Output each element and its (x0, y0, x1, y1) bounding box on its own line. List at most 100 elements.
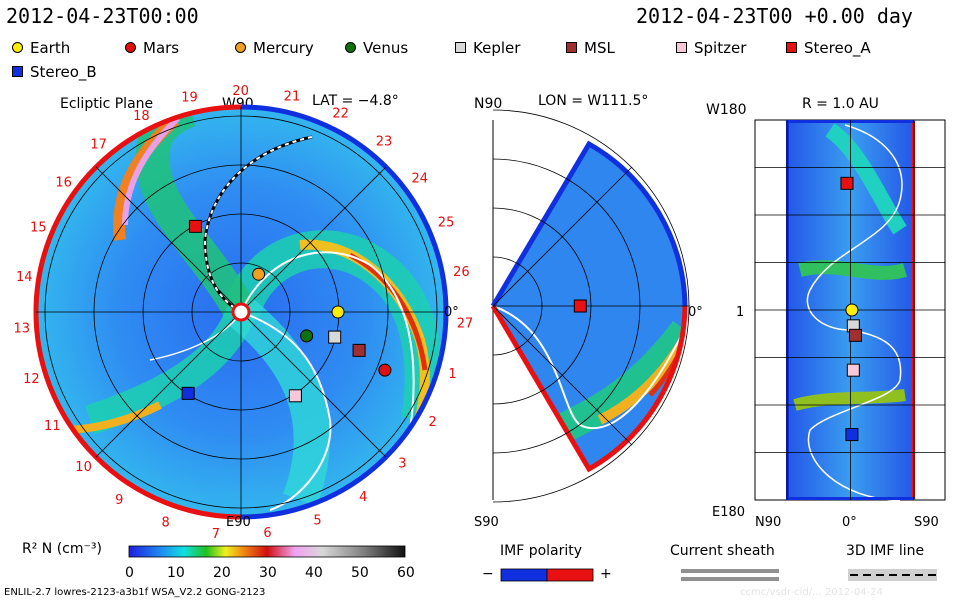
meridian-lon-label: LON = W111.5° (538, 93, 649, 109)
stereo-b-marker (845, 428, 859, 442)
meridian-right-label: 0° (688, 305, 703, 320)
meridian-axis-d1 (492, 166, 633, 307)
ecliptic-tick-24: 24 (412, 171, 429, 186)
imf-line-title: 3D IMF line (846, 543, 925, 559)
meridian-background (493, 144, 685, 469)
colorbar-tick-40: 40 (305, 565, 323, 581)
imf-minus-label: − (482, 566, 494, 582)
shell-plane: 1 E180 N90 0° S90 (712, 119, 946, 530)
ecliptic-tick-2: 2 (429, 415, 437, 430)
ecliptic-tick-17: 17 (90, 138, 107, 153)
sheath-line-1 (681, 569, 779, 573)
header-right-time: 2012-04-23T00 +0.00 day (636, 4, 913, 28)
ecliptic-tick-18: 18 (133, 109, 150, 124)
shell-stream-2 (798, 260, 907, 280)
sheath-line-2 (681, 577, 779, 581)
colorbar-ticks: 0 10 20 30 40 50 60 (125, 565, 415, 581)
colorbar-tick-50: 50 (351, 565, 369, 581)
spiral-stream-3-core (69, 401, 162, 434)
kepler-marker-icon (455, 42, 466, 53)
ecliptic-tick-4: 4 (359, 490, 367, 505)
ecliptic-tick-6: 6 (263, 526, 271, 541)
shell-xtick-0: 0° (842, 515, 857, 530)
current-sheath-legend (681, 569, 779, 581)
kepler-marker (328, 330, 342, 344)
sector-boundary-2 (240, 311, 332, 511)
shell-e180-label: E180 (712, 505, 745, 520)
ecliptic-tick-19: 19 (181, 91, 198, 106)
ecliptic-tick-9: 9 (115, 493, 123, 508)
shell-rim-top (786, 120, 914, 123)
ecliptic-tick-12: 12 (23, 372, 40, 387)
spiral-stream-2-peak (122, 115, 181, 226)
sector-boundary-1 (240, 251, 415, 431)
imf-field-line-dash (203, 136, 313, 313)
shell-stream-3 (793, 389, 906, 411)
meridian-axis-d2 (492, 305, 633, 446)
colorbar-tick-0: 0 (125, 565, 134, 581)
ecliptic-tick-20: 20 (232, 84, 249, 99)
ecliptic-tick-7: 7 (212, 527, 220, 542)
ecliptic-objects (181, 219, 392, 403)
imf-polarity-title: IMF polarity (500, 543, 583, 559)
ecliptic-tick-21: 21 (284, 89, 301, 104)
ecliptic-lat-label: LAT = −4.8° (312, 93, 399, 109)
venus-marker-icon (345, 42, 356, 53)
ecliptic-tick-1: 1 (448, 367, 456, 382)
ecliptic-tick-16: 16 (55, 176, 72, 191)
stereo-a-marker (840, 176, 854, 190)
shell-xtick-s90: S90 (914, 515, 939, 530)
earth-marker-icon (12, 42, 23, 53)
ecliptic-tick-11: 11 (44, 419, 61, 434)
meridian-objects (573, 299, 587, 313)
venus-marker (300, 329, 314, 343)
ecliptic-tick-labels: 19 20 212223242526271234567891011121314151… (14, 84, 474, 542)
mars-marker-icon (125, 42, 136, 53)
colorbar-tick-20: 20 (213, 565, 231, 581)
shell-rim-bottom (786, 497, 914, 500)
shell-mid-label: 1 (736, 305, 744, 320)
shell-xtick-n90: N90 (755, 515, 781, 530)
imf-line-legend (848, 569, 937, 581)
meridian-stream-core (597, 337, 685, 425)
shell-r-label: R = 1.0 AU (802, 96, 879, 112)
ecliptic-tick-15: 15 (30, 220, 47, 235)
imf-polarity-bar (500, 568, 594, 582)
ecliptic-tick-8: 8 (162, 515, 170, 530)
colorbar-gradient (128, 545, 406, 558)
ecliptic-tick-26: 26 (453, 265, 470, 280)
meridian-rim-negative (490, 140, 688, 308)
current-sheath-title: Current sheath (670, 543, 775, 559)
spitzer-marker-icon (676, 42, 687, 53)
stereo-a-marker-icon (786, 42, 797, 53)
meridian-s90-label: S90 (474, 515, 499, 530)
meridian-stream (553, 320, 685, 444)
ecliptic-tick-13: 13 (14, 321, 31, 336)
shell-objects (840, 176, 862, 442)
ecliptic-tick-3: 3 (398, 456, 406, 471)
sun-marker (231, 302, 251, 322)
spiral-stream-3 (85, 306, 256, 435)
imf-negative-swatch (500, 568, 548, 582)
imf-positive-swatch (546, 568, 594, 582)
imf-plus-label: + (600, 566, 612, 582)
colorbar-tick-10: 10 (167, 565, 185, 581)
ecliptic-tick-14: 14 (16, 270, 33, 285)
footer-watermark: ccmc/vsdr-cld/... 2012-04-24 (740, 587, 883, 598)
earth-marker (331, 305, 345, 319)
ecliptic-bottom-label: E90 (226, 515, 251, 530)
ecliptic-title: Ecliptic Plane (60, 96, 154, 112)
header-left-time: 2012-04-23T00:00 (6, 4, 199, 28)
earth-marker (845, 303, 859, 317)
spiral-stream-1-peak (348, 252, 428, 371)
ecliptic-tick-23: 23 (376, 134, 393, 149)
ecliptic-tick-10: 10 (75, 460, 92, 475)
shell-w180-label: W180 (706, 102, 747, 118)
colorbar-tick-30: 30 (259, 565, 277, 581)
spitzer-marker (288, 389, 302, 403)
ecliptic-right-label: 0° (444, 305, 459, 320)
colorbar-tick-60: 60 (397, 565, 415, 581)
stereo-a-marker (188, 219, 202, 233)
meridian-rim-positive (490, 304, 688, 473)
